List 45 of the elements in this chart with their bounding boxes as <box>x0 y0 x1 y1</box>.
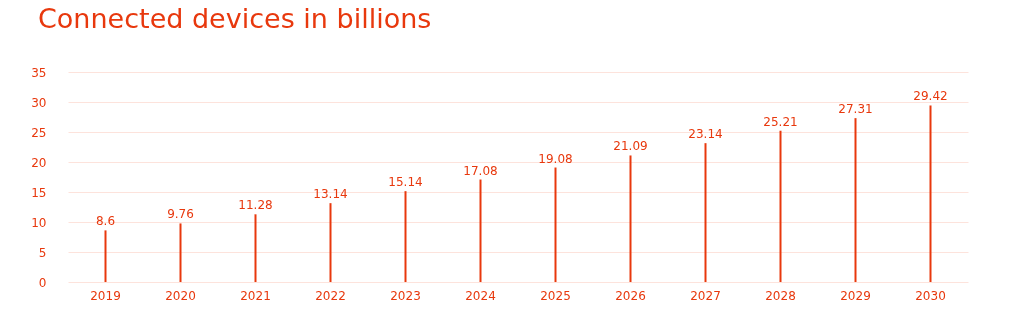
x-tick-label: 2028 <box>765 288 796 303</box>
bar <box>629 155 632 282</box>
x-tick-label: 2030 <box>915 288 946 303</box>
data-label: 25.21 <box>763 114 798 129</box>
y-tick-label: 30 <box>31 95 47 110</box>
x-tick-label: 2019 <box>90 288 121 303</box>
x-tick-label: 2025 <box>540 288 571 303</box>
data-label: 19.08 <box>538 151 573 166</box>
bar <box>179 223 182 282</box>
y-tick-label: 0 <box>38 275 47 290</box>
data-label: 29.42 <box>913 89 948 104</box>
data-label: 15.14 <box>388 175 423 190</box>
bar <box>254 214 257 282</box>
data-label: 13.14 <box>313 187 348 202</box>
y-tick-label: 20 <box>31 155 47 170</box>
x-tick-label: 2023 <box>390 288 421 303</box>
x-tick-label: 2022 <box>315 288 346 303</box>
x-tick-label: 2029 <box>840 288 871 303</box>
y-tick-label: 35 <box>31 65 47 80</box>
x-tick-label: 2026 <box>615 288 646 303</box>
y-tick-label: 25 <box>31 125 47 140</box>
data-label: 21.09 <box>613 139 648 154</box>
y-tick-label: 15 <box>31 185 47 200</box>
y-tick-label: 10 <box>31 215 47 230</box>
bar <box>404 191 407 282</box>
bar <box>779 130 782 282</box>
data-label: 8.6 <box>95 214 116 229</box>
chart-title: Connected devices in billions <box>38 3 432 34</box>
bar <box>329 203 332 282</box>
x-tick-label: 2020 <box>165 288 196 303</box>
x-tick-label: 2027 <box>690 288 721 303</box>
bar <box>554 167 557 282</box>
y-tick-label: 5 <box>38 245 47 260</box>
bar <box>104 230 107 282</box>
data-label: 27.31 <box>838 102 873 117</box>
data-label: 23.14 <box>688 127 723 142</box>
data-label: 9.76 <box>167 207 194 222</box>
x-tick-label: 2024 <box>465 288 496 303</box>
bar <box>479 179 482 282</box>
data-label: 17.08 <box>463 163 498 178</box>
x-tick-label: 2021 <box>240 288 271 303</box>
bar <box>704 143 707 282</box>
bar <box>854 118 857 282</box>
bar <box>929 105 932 282</box>
data-label: 11.28 <box>238 198 273 213</box>
